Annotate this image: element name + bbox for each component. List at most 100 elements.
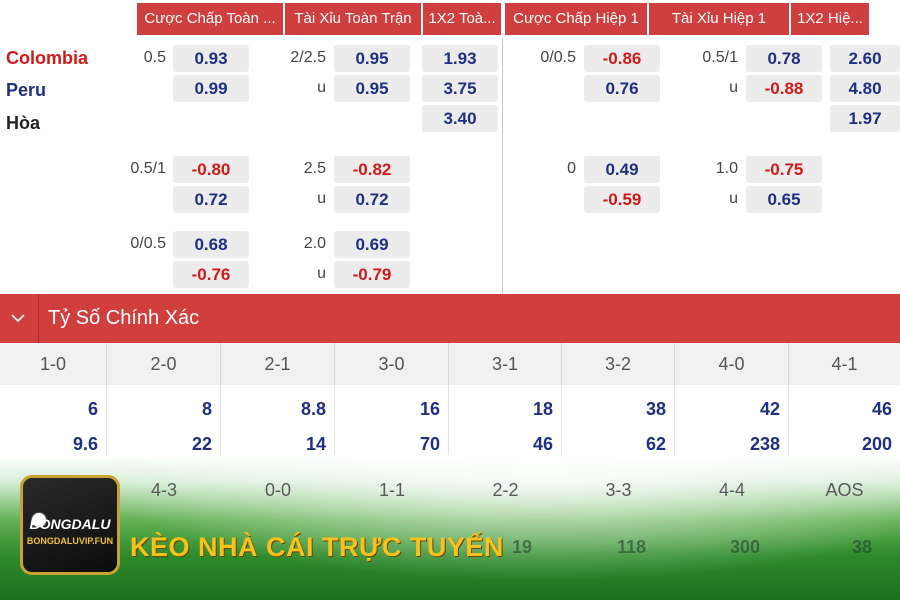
under-label: u: [317, 79, 326, 96]
ft-handicap-line: 0/0.5: [130, 235, 166, 252]
odds-value[interactable]: 62: [645, 434, 666, 454]
odds-value[interactable]: 118: [616, 537, 646, 557]
odds-cell[interactable]: -0.86: [584, 45, 660, 72]
score-label: 0-0: [264, 480, 291, 500]
score-label: 3-3: [605, 480, 632, 500]
score-label: 2-0: [107, 343, 221, 385]
odds-cell[interactable]: -0.59: [584, 186, 660, 213]
score-odds-column[interactable]: 42 238: [675, 385, 789, 465]
odds-value[interactable]: 6: [87, 399, 98, 419]
score-odds-column[interactable]: 6 9.6: [0, 385, 107, 465]
column-divider: [502, 38, 503, 294]
score-odds-column[interactable]: 46 200: [789, 385, 900, 465]
under-label: u: [729, 79, 738, 96]
col-ft-1x2[interactable]: 1X2 Toà...: [423, 3, 501, 35]
score-label: 4-1: [789, 343, 900, 385]
score-label: 4-4: [718, 480, 745, 500]
col-h1-handicap[interactable]: Cược Chấp Hiệp 1: [505, 3, 647, 35]
team-home: Colombia: [6, 48, 89, 68]
exact-score-header[interactable]: Tỷ Số Chính Xác: [0, 294, 900, 343]
odds-value[interactable]: 38: [645, 399, 666, 419]
odds-value[interactable]: 8.8: [300, 399, 326, 419]
odds-cell[interactable]: 0.95: [334, 75, 410, 102]
score-odds-column[interactable]: 38 62: [562, 385, 675, 465]
odds-cell[interactable]: 0.72: [173, 186, 249, 213]
odds-value[interactable]: 14: [305, 434, 326, 454]
h1-handicap-line: 0: [567, 160, 576, 177]
odds-value[interactable]: 16: [419, 399, 440, 419]
odds-value[interactable]: 8: [201, 399, 212, 419]
odds-cell[interactable]: -0.80: [173, 156, 249, 183]
site-logo[interactable]: BONGDALU BONGDALUVIP.FUN: [20, 475, 120, 575]
odds-cell[interactable]: 4.80: [830, 75, 900, 102]
section-title: Tỷ Số Chính Xác: [48, 307, 200, 329]
score-odds-column[interactable]: 16 70: [335, 385, 449, 465]
odds-table-header: Cược Chấp Toàn ... Tài Xỉu Toàn Trận 1X2…: [0, 0, 900, 38]
odds-value[interactable]: 200: [861, 434, 892, 454]
logo-url: BONGDALUVIP.FUN: [26, 536, 114, 546]
score-label: 2-1: [221, 343, 335, 385]
promo-slogan: KÈO NHÀ CÁI TRỰC TUYẾN: [130, 532, 504, 562]
score-odds-column[interactable]: 8.8 14: [221, 385, 335, 465]
odds-value[interactable]: 238: [749, 434, 780, 454]
score-label: AOS: [825, 480, 864, 500]
odds-cell[interactable]: 0.93: [173, 45, 249, 72]
odds-value[interactable]: 42: [759, 399, 780, 419]
odds-cell[interactable]: 0.69: [334, 231, 410, 258]
football-icon: [31, 512, 47, 528]
odds-cell[interactable]: 0.49: [584, 156, 660, 183]
chevron-down-icon[interactable]: [8, 308, 28, 328]
ft-ou-line: 2.5: [303, 160, 326, 177]
score-label: 4-3: [150, 480, 177, 500]
odds-cell[interactable]: -0.79: [334, 261, 410, 288]
promo-banner-background: [0, 455, 900, 600]
score-label: 3-0: [335, 343, 449, 385]
team-away: Peru: [6, 80, 47, 100]
odds-cell[interactable]: 0.65: [746, 186, 822, 213]
odds-cell[interactable]: 0.68: [173, 231, 249, 258]
under-label: u: [729, 190, 738, 207]
odds-value[interactable]: 46: [871, 399, 892, 419]
h1-ou-line: 1.0: [715, 160, 738, 177]
odds-value[interactable]: 70: [419, 434, 440, 454]
odds-value[interactable]: 9.6: [72, 434, 98, 454]
under-label: u: [317, 190, 326, 207]
score-label: 3-1: [449, 343, 562, 385]
col-h1-1x2[interactable]: 1X2 Hiệ...: [791, 3, 869, 35]
under-label: u: [317, 265, 326, 282]
score-label: 1-1: [378, 480, 405, 500]
odds-cell[interactable]: 1.93: [422, 45, 498, 72]
col-h1-over-under[interactable]: Tài Xỉu Hiệp 1: [649, 3, 789, 35]
odds-cell[interactable]: -0.76: [173, 261, 249, 288]
odds-cell[interactable]: 1.97: [830, 105, 900, 132]
odds-value[interactable]: 46: [532, 434, 553, 454]
odds-cell[interactable]: 0.76: [584, 75, 660, 102]
score-odds-column[interactable]: 18 46: [449, 385, 562, 465]
odds-cell[interactable]: 0.72: [334, 186, 410, 213]
odds-cell[interactable]: 0.78: [746, 45, 822, 72]
odds-value[interactable]: 38: [851, 537, 872, 557]
score-label: 4-0: [675, 343, 789, 385]
odds-cell[interactable]: -0.82: [334, 156, 410, 183]
odds-cell[interactable]: 3.40: [422, 105, 498, 132]
h1-handicap-line: 0/0.5: [540, 49, 576, 66]
exact-score-grid: 1-0 2-0 2-1 3-0 3-1 3-2 4-0 4-1 6 9.6 8 …: [0, 343, 900, 600]
ft-handicap-line: 0.5: [143, 49, 166, 66]
score-label: 1-0: [0, 343, 107, 385]
col-ft-over-under[interactable]: Tài Xỉu Toàn Trận: [285, 3, 421, 35]
logo-brand: BONGDALU: [29, 516, 111, 532]
odds-cell[interactable]: -0.75: [746, 156, 822, 183]
odds-cell[interactable]: -0.88: [746, 75, 822, 102]
odds-cell[interactable]: 0.95: [334, 45, 410, 72]
odds-value[interactable]: 22: [191, 434, 212, 454]
score-odds-column[interactable]: 8 22: [107, 385, 221, 465]
odds-value[interactable]: 19: [511, 537, 532, 557]
col-ft-handicap[interactable]: Cược Chấp Toàn ...: [137, 3, 283, 35]
odds-value[interactable]: 300: [729, 537, 760, 557]
odds-cell[interactable]: 2.60: [830, 45, 900, 72]
ft-ou-line: 2.0: [303, 235, 326, 252]
odds-cell[interactable]: 3.75: [422, 75, 498, 102]
ft-handicap-line: 0.5/1: [130, 160, 166, 177]
odds-cell[interactable]: 0.99: [173, 75, 249, 102]
odds-value[interactable]: 18: [532, 399, 553, 419]
